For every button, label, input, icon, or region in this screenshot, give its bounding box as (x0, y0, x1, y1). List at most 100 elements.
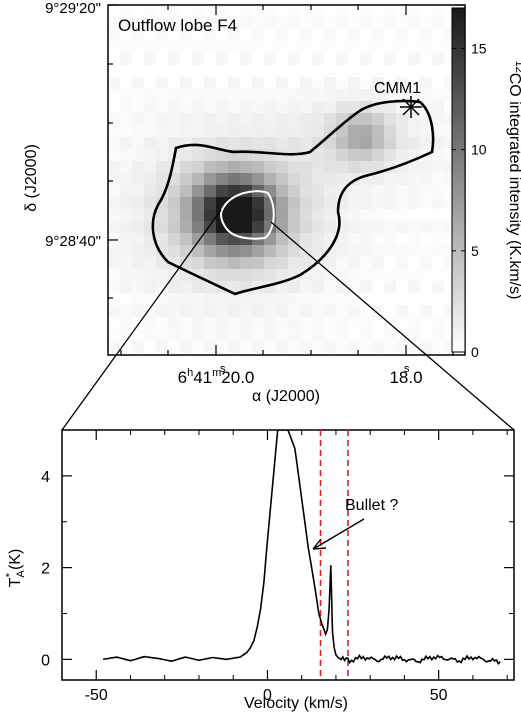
heatmap-cell-453 (144, 185, 156, 197)
heatmap-cell-826 (300, 329, 312, 341)
heatmap-cell-855 (288, 341, 300, 353)
heatmap-cell-80 (348, 29, 360, 41)
heatmap-cell-558 (324, 221, 336, 233)
heatmap-cell-614 (276, 245, 288, 257)
heatmap-cell-584 (276, 233, 288, 245)
heatmap-cell-65 (168, 29, 180, 41)
heatmap-cell-12 (252, 5, 264, 17)
heatmap-cell-455 (168, 185, 180, 197)
heatmap-cell-677 (312, 269, 324, 281)
heatmap-cell-196 (300, 77, 312, 89)
heatmap-cell-828 (324, 329, 336, 341)
heatmap-cell-637 (192, 257, 204, 269)
heatmap-cell-737 (312, 293, 324, 305)
heatmap-cell-610 (228, 245, 240, 257)
heatmap-cell-398 (204, 161, 216, 173)
heatmap-cell-351 (360, 137, 372, 149)
heatmap-cell-337 (192, 137, 204, 149)
heatmap-cell-709 (336, 281, 348, 293)
heatmap-cell-596 (420, 233, 432, 245)
spectrum-frame (61, 429, 515, 681)
heatmap-cell-124 (156, 53, 168, 65)
heatmap-cell-560 (348, 221, 360, 233)
heatmap-cell-366 (180, 149, 192, 161)
heatmap-cell-324 (396, 125, 408, 137)
heatmap-cell-37 (192, 17, 204, 29)
heatmap-cell-5 (168, 5, 180, 17)
heatmap-cell-38 (204, 17, 216, 29)
heatmap-cell-46 (300, 17, 312, 29)
heatmap-cell-883 (264, 353, 276, 355)
heatmap-cell-313 (264, 125, 276, 137)
heatmap-cell-104 (276, 41, 288, 53)
heatmap-cell-473 (384, 185, 396, 197)
heatmap-cell-792 (252, 317, 264, 329)
heatmap-cell-172 (372, 65, 384, 77)
heatmap-cell-784 (156, 317, 168, 329)
heatmap-cell-325 (408, 125, 420, 137)
heatmap-cell-633 (144, 257, 156, 269)
heatmap-cell-705 (288, 281, 300, 293)
heatmap-cell-442 (372, 173, 384, 185)
heatmap-cell-200 (348, 77, 360, 89)
heatmap-cell-735 (288, 293, 300, 305)
heatmap-cell-231 (360, 89, 372, 101)
heatmap-cell-204 (396, 77, 408, 89)
heatmap-cell-139 (336, 53, 348, 65)
heatmap-cell-252 (252, 101, 264, 113)
heatmap-cell-765 (288, 305, 300, 317)
heatmap-cell-609 (216, 245, 228, 257)
heatmap-cell-546 (180, 221, 192, 233)
heatmap-cell-255 (288, 101, 300, 113)
heatmap-cell-379 (336, 149, 348, 161)
heatmap-cell-810 (108, 329, 120, 341)
heatmap-cell-672 (252, 269, 264, 281)
heatmap-cell-564 (396, 221, 408, 233)
heatmap-cell-363 (144, 149, 156, 161)
heatmap-cell-755 (168, 305, 180, 317)
heatmap-cell-485 (168, 197, 180, 209)
heatmap-cell-251 (240, 101, 252, 113)
heatmap-cell-656 (420, 257, 432, 269)
heatmap-cell-129 (216, 53, 228, 65)
heatmap-cell-639 (216, 257, 228, 269)
heatmap-cell-198 (324, 77, 336, 89)
heatmap-cell-526 (300, 209, 312, 221)
heatmap-cell-694 (156, 281, 168, 293)
heatmap-cell-181 (120, 77, 132, 89)
heatmap-cell-82 (372, 29, 384, 41)
heatmap-cell-173 (384, 65, 396, 77)
heatmap-cell-412 (372, 161, 384, 173)
heatmap-cell-864 (396, 341, 408, 353)
heatmap-cell-704 (276, 281, 288, 293)
heatmap-cell-521 (240, 209, 252, 221)
heatmap-cell-109 (336, 41, 348, 53)
heatmap-cell-700 (228, 281, 240, 293)
heatmap-cell-575 (168, 233, 180, 245)
heatmap-cell-446 (420, 173, 432, 185)
heatmap-cell-62 (132, 29, 144, 41)
heatmap-cell-132 (252, 53, 264, 65)
heatmap-cell-535 (408, 209, 420, 221)
heatmap-cell-99 (216, 41, 228, 53)
heatmap-cell-169 (336, 65, 348, 77)
heatmap-cell-728 (204, 293, 216, 305)
heatmap-cell-856 (300, 341, 312, 353)
heatmap-cell-41 (240, 17, 252, 29)
heatmap-cell-4 (156, 5, 168, 17)
heatmap-cell-515 (168, 209, 180, 221)
heatmap-cell-422 (132, 173, 144, 185)
heatmap-cell-50 (348, 17, 360, 29)
heatmap-cell-897 (432, 353, 444, 355)
heatmap-cell-843 (144, 341, 156, 353)
heatmap-cell-589 (336, 233, 348, 245)
heatmap-cell-786 (180, 317, 192, 329)
heatmap-cell-348 (324, 137, 336, 149)
heatmap-cell-11 (240, 5, 252, 17)
heatmap-cell-402 (252, 161, 264, 173)
heatmap-cell-753 (144, 305, 156, 317)
zoom-connector-lines (61, 209, 515, 431)
heatmap-cell-164 (276, 65, 288, 77)
heatmap-cell-831 (360, 329, 372, 341)
heatmap-cell-142 (372, 53, 384, 65)
